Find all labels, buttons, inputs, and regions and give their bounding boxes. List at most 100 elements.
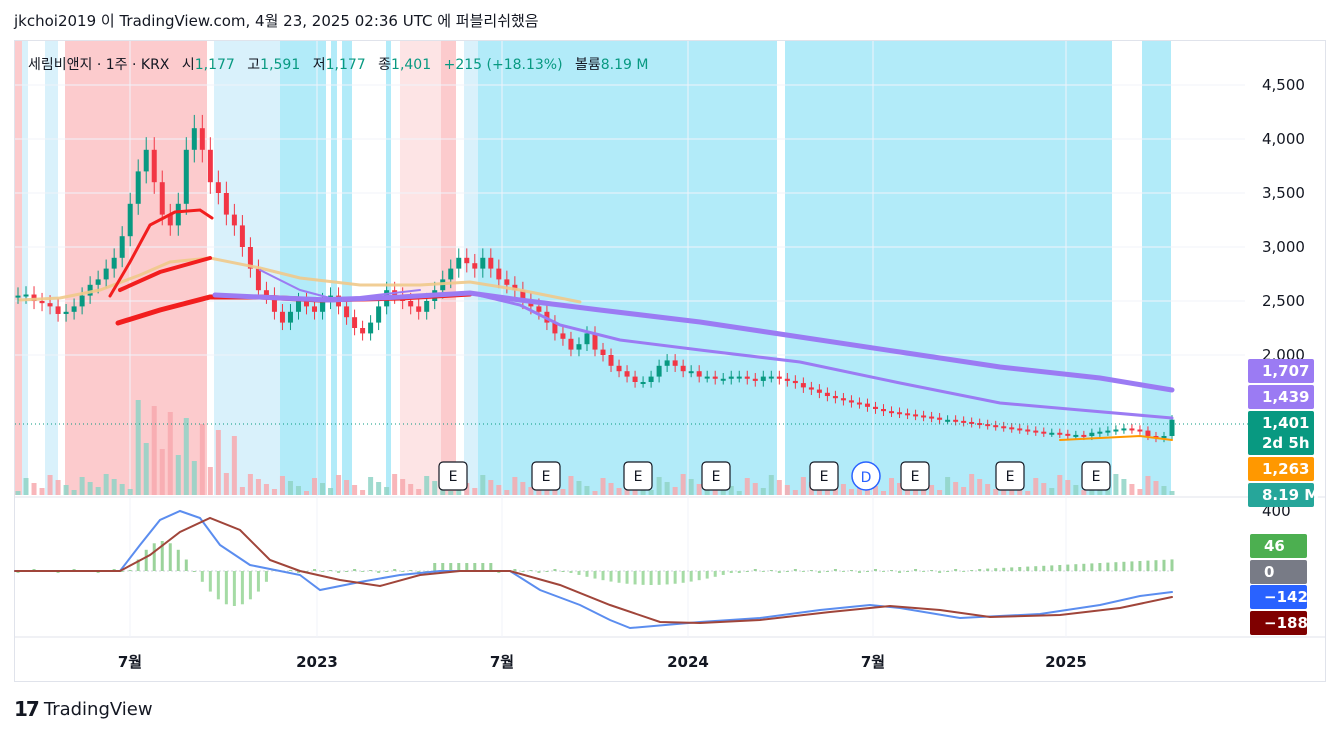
volume-bar [320, 483, 326, 495]
candle-body [680, 365, 686, 372]
macd-histogram-bar [321, 571, 325, 572]
macd-histogram-bar [313, 569, 317, 571]
macd-histogram-bar [1042, 565, 1046, 571]
volume-bar [95, 487, 101, 495]
volume-label: 볼륨 [575, 57, 601, 73]
volume-bar [1129, 484, 1135, 495]
volume-bar [800, 477, 806, 495]
volume-bar [287, 481, 293, 495]
macd-histogram-bar [986, 568, 990, 571]
candle-body [961, 420, 967, 423]
volume-bar [848, 489, 854, 495]
candle-body [712, 376, 718, 379]
macd-histogram-bar [890, 570, 894, 571]
candle-body [872, 406, 878, 409]
regime-band [15, 41, 22, 495]
volume-bar [961, 487, 967, 495]
candle-body [175, 203, 181, 226]
regime-band [478, 41, 777, 495]
candle-body [808, 387, 814, 390]
price-tick: 2,500 [1262, 292, 1305, 310]
macd-histogram-bar [657, 571, 661, 585]
volume-bar [608, 483, 614, 495]
macd-histogram-bar [1098, 563, 1102, 571]
macd-histogram-bar [737, 571, 741, 573]
volume-bar [1065, 480, 1071, 495]
regime-band [45, 41, 58, 495]
ma-purple-mid [468, 291, 1174, 420]
volume-bar [424, 476, 430, 495]
volume-bar [295, 486, 301, 495]
macd-histogram-bar [1050, 565, 1054, 571]
earnings-marker [623, 461, 653, 491]
macd-histogram-bar [625, 571, 629, 584]
macd-histogram-bar [1010, 567, 1014, 571]
symbol-name[interactable]: 세림비앤지 · 1주 · KRX [28, 57, 170, 73]
candle-body [111, 257, 117, 269]
footer-brand[interactable]: 17 TradingView [14, 697, 153, 721]
candle-body [889, 411, 895, 414]
volume-bar [175, 455, 181, 495]
macd-histogram-bar [208, 571, 212, 592]
volume-bar [55, 480, 61, 495]
candle-body [576, 344, 582, 350]
volume-bar [512, 477, 518, 495]
macd-histogram-bar [1026, 566, 1030, 571]
macd-histogram-bar [569, 571, 573, 573]
macd-histogram-bar [1082, 563, 1086, 571]
candle-body [624, 371, 630, 377]
candle-body [632, 376, 638, 382]
candle-body [744, 376, 750, 379]
macd-histogram-bar [136, 559, 140, 571]
volume-bar [392, 474, 398, 495]
volume-bar [255, 479, 261, 495]
macd-histogram-bar [513, 569, 517, 571]
macd-histogram-bar [361, 571, 365, 572]
candle-body [1145, 430, 1151, 436]
candle-body [480, 257, 486, 269]
volume-bar [792, 490, 798, 495]
time-label: 7월 [118, 653, 142, 671]
volume-bar [223, 473, 229, 495]
candle-body [592, 333, 598, 350]
candle-body [135, 171, 141, 204]
macd-histogram-bar [216, 571, 220, 600]
volume-bar [304, 491, 309, 495]
candle-body [55, 306, 61, 314]
volume-bar [760, 488, 766, 495]
macd-histogram-bar [120, 571, 124, 572]
macd-histogram-bar [296, 571, 300, 573]
macd-histogram-bar [1162, 559, 1166, 571]
time-label: 2024 [667, 653, 709, 671]
macd-histogram-bar [809, 570, 813, 571]
macd-histogram-bar [681, 571, 685, 583]
volume-bar [159, 449, 165, 495]
candle-body [696, 371, 702, 377]
candle-body [279, 311, 285, 323]
candle-body [704, 376, 710, 379]
regime-band [214, 41, 280, 495]
candle-body [1041, 431, 1047, 434]
candle-body [600, 349, 606, 355]
time-label: 7월 [861, 653, 885, 671]
candle-body [103, 268, 109, 280]
volume-bar [263, 484, 269, 495]
macd-histogram-bar [898, 571, 902, 573]
candle-body [183, 149, 189, 204]
candle-body [127, 203, 133, 237]
candle-body [488, 257, 494, 269]
macd-histogram-bar [641, 571, 645, 585]
candle-body [560, 333, 566, 339]
candle-body [360, 328, 366, 334]
macd-histogram-bar [673, 571, 677, 584]
regime-band [280, 41, 326, 495]
volume-bar [1049, 488, 1055, 495]
price-tick: 3,000 [1262, 238, 1305, 256]
candle-body [864, 403, 870, 407]
candle-body [720, 378, 726, 381]
macd-histogram-bar [665, 571, 669, 585]
volume-bar [977, 479, 983, 495]
candle-body [1137, 429, 1143, 432]
candle-body [344, 306, 350, 318]
